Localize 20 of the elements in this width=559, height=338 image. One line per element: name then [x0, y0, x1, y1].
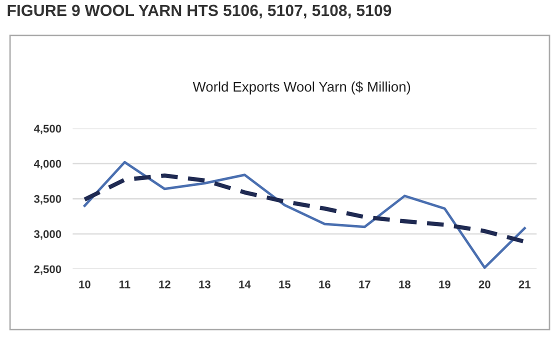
y-tick-label: 2,500 [34, 265, 62, 275]
y-tick-label: 4,000 [34, 160, 62, 170]
chart-subtitle: World Exports Wool Yarn ($ Million) [192, 81, 410, 94]
x-tick-label: 11 [119, 280, 130, 288]
x-tick-label: 20 [478, 280, 490, 288]
x-tick-label: 18 [399, 280, 410, 288]
y-tick-label: 4,500 [34, 124, 62, 134]
x-tick-label: 21 [518, 280, 531, 288]
line-series [83, 160, 526, 269]
x-tick-label: 14 [239, 280, 251, 288]
x-tick-label: 16 [319, 280, 330, 288]
x-tick-label: 13 [199, 280, 210, 288]
y-tick-label: 3,000 [34, 230, 62, 240]
y-tick-label: 3,500 [34, 195, 62, 204]
x-tick-label: 19 [439, 280, 450, 288]
x-tick-label: 15 [279, 280, 291, 288]
x-tick-label: 17 [359, 280, 370, 288]
x-tick-label: 10 [79, 280, 90, 288]
chart-title: FIGURE 9 WOOL YARN HTS 5106, 5107, 5108, 5109 [8, 4, 392, 18]
x-tick-label: 12 [159, 280, 170, 288]
